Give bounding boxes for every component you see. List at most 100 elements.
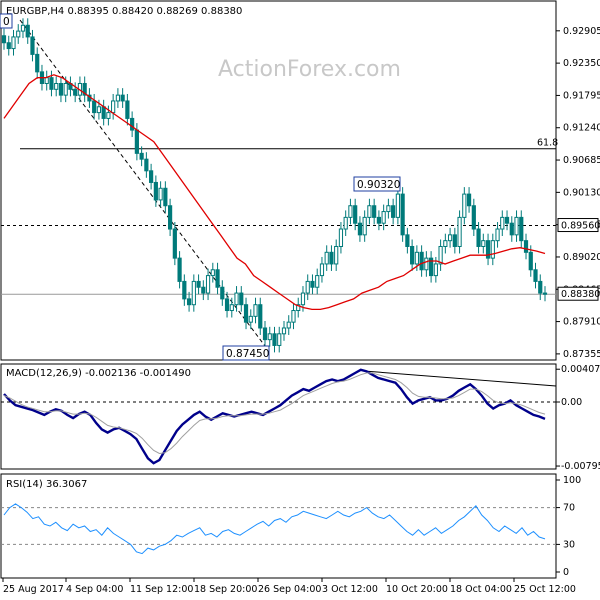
price-y-tick-label: 0.91795 (563, 90, 600, 101)
macd-y-axis: 0.004076 0.00 -0.007956 (556, 364, 600, 472)
candle-body (376, 216, 382, 224)
candle-body (182, 280, 187, 300)
candle-body (196, 280, 201, 288)
candle-body (329, 251, 334, 265)
candle-body (158, 187, 163, 201)
candle-body (134, 129, 139, 154)
current-price-tag-text: 0.88380 (561, 289, 600, 300)
candle-body (186, 298, 192, 306)
candle-body (139, 152, 144, 160)
candle-body (405, 234, 410, 247)
candle-body (433, 263, 438, 277)
candle-body (353, 205, 358, 224)
candle-body (6, 42, 11, 50)
x-tick-label: 4 Sep 04:00 (66, 584, 123, 595)
candle-body (54, 82, 59, 90)
candle-body (414, 251, 419, 265)
candle-body (485, 240, 491, 259)
candle-body (44, 77, 49, 84)
x-axis: 25 Aug 2017 4 Sep 04:00 11 Sep 12:00 18 Sep… (2, 578, 576, 595)
macd-signal-line (3, 372, 546, 455)
candle-body (447, 234, 453, 242)
candle-body (429, 257, 434, 277)
candle-body (296, 304, 301, 312)
candle-body (130, 117, 135, 131)
macd-line (3, 368, 546, 465)
rsi-panel-frame (0, 473, 557, 579)
rsi-header: RSI(14) 36.3067 (6, 479, 87, 490)
candle-body (253, 304, 258, 317)
candle-body (504, 216, 510, 224)
candle-body (63, 82, 68, 96)
candle-body (367, 205, 372, 218)
macd-y-tick-label: 0.00 (561, 397, 582, 408)
annotation-high: 0.90320 (353, 176, 401, 192)
candle-body (357, 222, 363, 236)
candle-body (462, 193, 467, 218)
candle-body (334, 245, 339, 265)
rsi-y-tick-label: 0 (563, 567, 569, 578)
annotation-low-text: 0.87450 (226, 348, 269, 360)
rsi-y-tick-label: 100 (563, 475, 581, 486)
candle-body (495, 228, 500, 242)
x-tick-label: 18 Sep 20:00 (194, 584, 257, 595)
candle-body (281, 327, 287, 335)
resistance-tag: 0.89560 (557, 218, 600, 233)
price-y-tick-label: 0.92905 (563, 26, 600, 37)
candle-body (248, 315, 253, 323)
candle-body (315, 275, 320, 288)
macd-y-tick-label: -0.007956 (561, 461, 600, 472)
candle-body (115, 94, 120, 102)
annotation-left-edge: 0 (0, 13, 13, 29)
candle-body (258, 304, 263, 329)
candle-body (542, 292, 548, 295)
candle-body (111, 100, 116, 114)
candle-body (210, 269, 215, 277)
candle-body (92, 100, 97, 114)
candle-body (191, 280, 196, 306)
rsi-y-axis: 100 70 30 0 (556, 475, 581, 578)
price-y-tick-label: 0.92350 (563, 58, 600, 69)
candle-body (291, 310, 296, 323)
candle-body (310, 280, 315, 288)
x-tick-label: 10 Oct 20:00 (386, 584, 448, 595)
candle-body (528, 251, 533, 271)
macd-trendline (363, 370, 557, 387)
candle-body (73, 88, 78, 96)
candle-body (324, 251, 329, 265)
candle-body (424, 257, 429, 271)
candle-body (215, 269, 220, 288)
candle-body (220, 286, 225, 300)
rsi-y-tick-label: 30 (563, 539, 575, 550)
candle-body (262, 327, 268, 341)
candle-body (538, 280, 543, 294)
price-y-tick-label: 0.90130 (563, 187, 600, 198)
candle-body (438, 245, 443, 265)
candle-body (101, 106, 106, 119)
price-y-tick-label: 0.87355 (563, 349, 600, 360)
candle-body (25, 24, 30, 38)
candle-body (172, 228, 177, 259)
annotation-low: 0.87450 (222, 345, 270, 361)
candle-body (372, 205, 377, 218)
candle-body (500, 216, 505, 230)
candle-body (452, 234, 457, 247)
candle-body (481, 240, 486, 247)
fib-level-label: 61.8 (537, 138, 558, 149)
price-y-tick-label: 0.89020 (563, 252, 600, 263)
candle-body (224, 298, 230, 312)
candle-body (277, 333, 282, 346)
candle-body (391, 205, 396, 218)
annotation-left-edge-text: 0 (3, 16, 10, 28)
candle-body (234, 292, 239, 306)
x-tick-label: 25 Oct 12:00 (514, 584, 576, 595)
candle-body (443, 240, 448, 247)
candle-body (419, 251, 424, 271)
candle-body (229, 304, 234, 312)
candle-body (466, 193, 472, 207)
candle-body (49, 77, 54, 90)
x-tick-label: 26 Sep 04:00 (258, 584, 321, 595)
candle-body (243, 304, 249, 323)
candle-body (205, 275, 211, 294)
